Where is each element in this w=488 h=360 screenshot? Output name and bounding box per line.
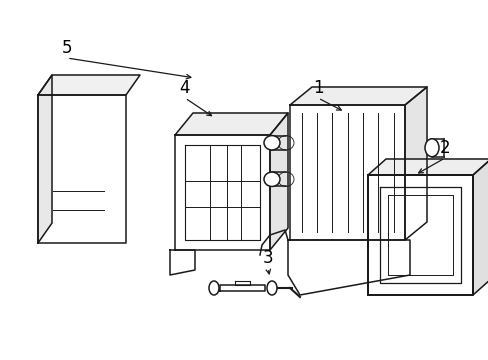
Polygon shape bbox=[170, 250, 195, 275]
Text: 5: 5 bbox=[61, 39, 72, 57]
Polygon shape bbox=[287, 240, 409, 295]
Ellipse shape bbox=[264, 136, 280, 150]
Ellipse shape bbox=[264, 172, 280, 186]
Polygon shape bbox=[367, 159, 488, 175]
Polygon shape bbox=[220, 285, 264, 291]
Polygon shape bbox=[404, 87, 426, 240]
Text: 3: 3 bbox=[262, 249, 273, 267]
Ellipse shape bbox=[424, 139, 438, 157]
Polygon shape bbox=[38, 95, 126, 243]
Ellipse shape bbox=[208, 281, 219, 295]
Polygon shape bbox=[38, 75, 52, 243]
Text: 1: 1 bbox=[312, 79, 323, 97]
Polygon shape bbox=[235, 281, 249, 285]
Polygon shape bbox=[367, 175, 472, 295]
Polygon shape bbox=[472, 159, 488, 295]
Polygon shape bbox=[38, 75, 140, 95]
Text: 4: 4 bbox=[180, 79, 190, 97]
Polygon shape bbox=[175, 113, 287, 135]
Polygon shape bbox=[175, 135, 269, 250]
Polygon shape bbox=[289, 87, 426, 105]
Text: 2: 2 bbox=[439, 139, 449, 157]
Ellipse shape bbox=[266, 281, 276, 295]
Polygon shape bbox=[269, 113, 287, 250]
Polygon shape bbox=[289, 105, 404, 240]
